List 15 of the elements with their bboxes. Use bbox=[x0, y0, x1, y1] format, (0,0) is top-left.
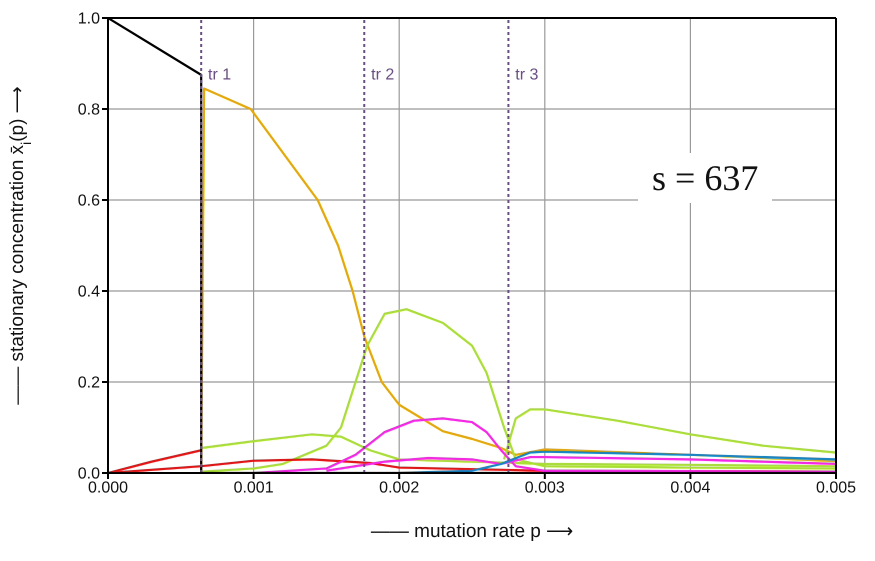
x-tick-label: 0.002 bbox=[379, 479, 420, 496]
ref-line-label: tr 3 bbox=[515, 66, 538, 84]
x-tick-label: 0.003 bbox=[524, 479, 565, 496]
y-tick-label: 0.6 bbox=[78, 192, 100, 210]
ref-line-label: tr 2 bbox=[371, 66, 394, 84]
annotation: s = 637 bbox=[638, 153, 772, 203]
x-tick-label: 0.005 bbox=[816, 479, 856, 496]
y-tick-label: 0.4 bbox=[78, 284, 100, 301]
y-tick-label: 1.0 bbox=[78, 10, 100, 28]
y-tick-label: 0.2 bbox=[78, 374, 100, 392]
x-axis-title: —— mutation rate p ⟶ bbox=[370, 521, 574, 542]
x-tick-label: 0.001 bbox=[234, 479, 274, 496]
y-tick-label: 0.8 bbox=[78, 102, 100, 119]
ref-line-label: tr 1 bbox=[208, 66, 232, 84]
x-tick-label: 0.004 bbox=[670, 479, 711, 496]
